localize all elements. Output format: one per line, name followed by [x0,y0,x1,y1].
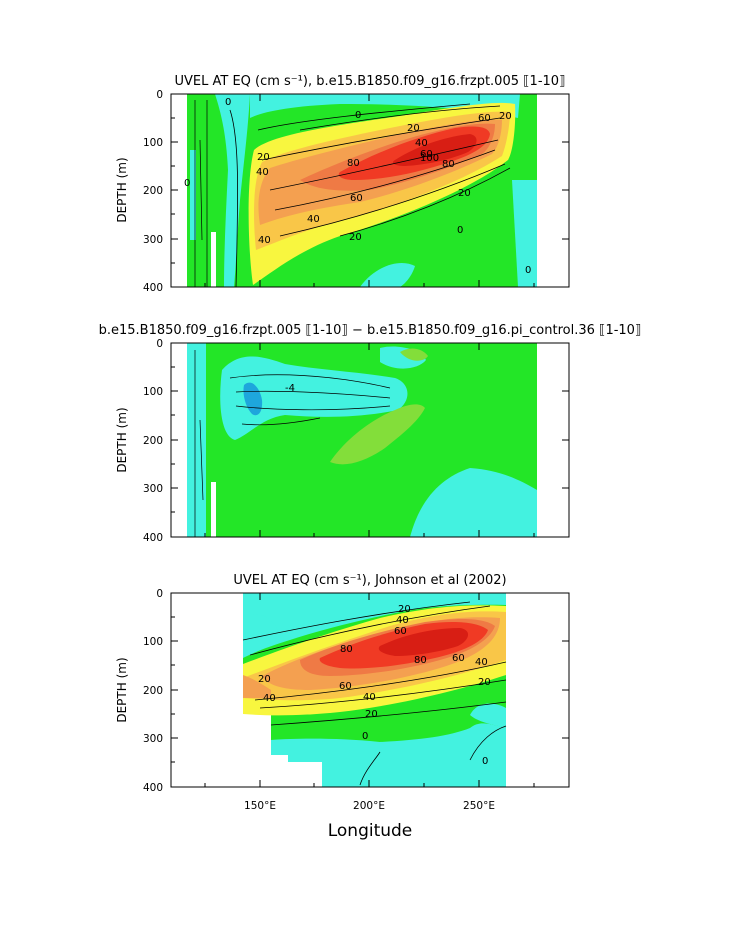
p2-white-bar [211,482,216,537]
p3-label-40d: 40 [475,657,488,668]
p3-label-20a: 20 [398,604,411,615]
p2-lightgreen-2 [400,348,428,361]
p1-label-20b: 20 [458,188,471,199]
p1-label-40a: 40 [415,138,428,149]
panel-1: UVEL AT EQ (cm s⁻¹), b.e15.B1850.f09_g16… [115,74,570,294]
p1-label-40c: 40 [256,167,269,178]
p1-ytick-0: 0 [156,89,163,101]
p1-ytick-400: 400 [143,282,163,294]
p3-label-20b: 20 [258,674,271,685]
p3-ytick-0: 0 [156,588,163,600]
p1-cyan-sliver [190,150,196,240]
p3-label-20c: 20 [365,709,378,720]
p3-label-20d: 20 [478,677,491,688]
p3-axes: 0 100 200 300 400 DEPTH (m) 150°E 200°E … [115,588,569,841]
p1-label-60c: 60 [478,113,491,124]
p1-east-cyan [250,94,520,118]
p1-label-60a: 60 [420,149,433,160]
p1-label-0b: 0 [225,97,231,108]
p1-fine-lines [194,100,208,287]
p2-tick-marks [171,342,569,538]
p1-label-80a: 80 [347,158,360,169]
p1-label-0c: 0 [457,225,463,236]
p3-deep-cyan-2 [470,703,506,728]
p2-lightgreen [330,404,425,465]
p3-label-60c: 60 [452,653,465,664]
p3-contour-lines [242,601,507,786]
p2-ytick-400: 400 [143,532,163,544]
p3-l100 [378,628,469,656]
p3-ylabel: DEPTH (m) [115,657,129,722]
p3-deep-cyan [271,723,506,787]
panel-2-contour-field [171,343,569,537]
p3-tick-marks [171,592,569,788]
p3-label-40b: 40 [263,693,276,704]
p2-ytick-300: 300 [143,483,163,495]
p1-label-0d: 0 [184,178,190,189]
p3-label-60b: 60 [339,681,352,692]
panel-1-contour-field [171,94,569,287]
panel-3: UVEL AT EQ (cm s⁻¹), Johnson et al (2002… [115,573,570,841]
p2-y-axis: 0 100 200 300 400 DEPTH (m) [115,338,569,544]
p1-tick-marks [171,93,569,288]
p1-l100 [393,134,477,166]
p3-xtick-150: 150°E [244,800,276,812]
p3-xtick-200: 200°E [353,800,385,812]
p1-label-0a: 0 [355,110,361,121]
p1-label-40b: 40 [307,214,320,225]
panel-2: b.e15.B1850.f09_g16.frzpt.005 ⟦1-10⟧ − b… [99,323,642,544]
p1-ylabel: DEPTH (m) [115,157,129,222]
p2-cyan-jet [220,356,408,440]
p1-ytick-300: 300 [143,234,163,246]
p1-deep-cyan-1 [360,262,415,287]
p3-label-40a: 40 [396,615,409,626]
p1-label-80b: 80 [442,159,455,170]
p1-label-40d: 40 [258,235,271,246]
p3-ytick-200: 200 [143,685,163,697]
p3-xlabel: Longitude [328,821,413,841]
p3-label-0a: 0 [362,731,368,742]
p1-white-bar [211,232,216,287]
p1-label-20e: 20 [499,111,512,122]
p1-y-axis: 0 100 200 300 400 DEPTH (m) [115,89,569,294]
p2-label-neg4: -4 [285,383,295,394]
p3-west-cyan-lens [250,614,278,638]
panel-1-title: UVEL AT EQ (cm s⁻¹), b.e15.B1850.f09_g16… [174,74,565,89]
p3-label-60a: 60 [394,626,407,637]
p3-ytick-100: 100 [143,636,163,648]
p3-label-0b: 0 [482,756,488,767]
p2-ylabel: DEPTH (m) [115,407,129,472]
p1-deep-cyan-2 [520,254,537,287]
p3-label-40c: 40 [363,692,376,703]
p1-label-20a: 20 [407,123,420,134]
p1-label-20c: 20 [349,232,362,243]
p1-label-0e: 0 [525,265,531,276]
p2-cyan-deep [410,468,537,537]
p1-ytick-200: 200 [143,185,163,197]
p3-surface-cyan [243,593,506,658]
p1-label-60b: 60 [350,193,363,204]
p1-ticks-contour-labels: 0 0 20 20 20 40 40 40 60 60 60 80 80 100… [184,97,531,276]
p1-label-100: 100 [420,153,439,164]
p3-ytick-300: 300 [143,733,163,745]
p3-label-80a: 80 [340,644,353,655]
p2-ytick-200: 200 [143,435,163,447]
p2-cyan-west [187,343,206,537]
panel-3-contour-field [171,593,569,787]
p1-ytick-100: 100 [143,137,163,149]
p3-orange-west [243,675,271,698]
p1-west-cyan [215,94,250,287]
panel-3-title: UVEL AT EQ (cm s⁻¹), Johnson et al (2002… [233,573,506,588]
p1-contour-lines [229,103,511,287]
p2-ytick-0: 0 [156,338,163,350]
p3-ytick-400: 400 [143,782,163,794]
p2-ytick-100: 100 [143,386,163,398]
panel-2-title: b.e15.B1850.f09_g16.frzpt.005 ⟦1-10⟧ − b… [99,323,642,338]
p1-label-20d: 20 [257,152,270,163]
p3-label-80b: 80 [414,655,427,666]
p2-contour-lines [194,350,391,537]
p3-xtick-250: 250°E [463,800,495,812]
p3-contour-labels: 20 40 60 80 40 60 80 20 40 60 40 20 20 0… [258,604,491,767]
